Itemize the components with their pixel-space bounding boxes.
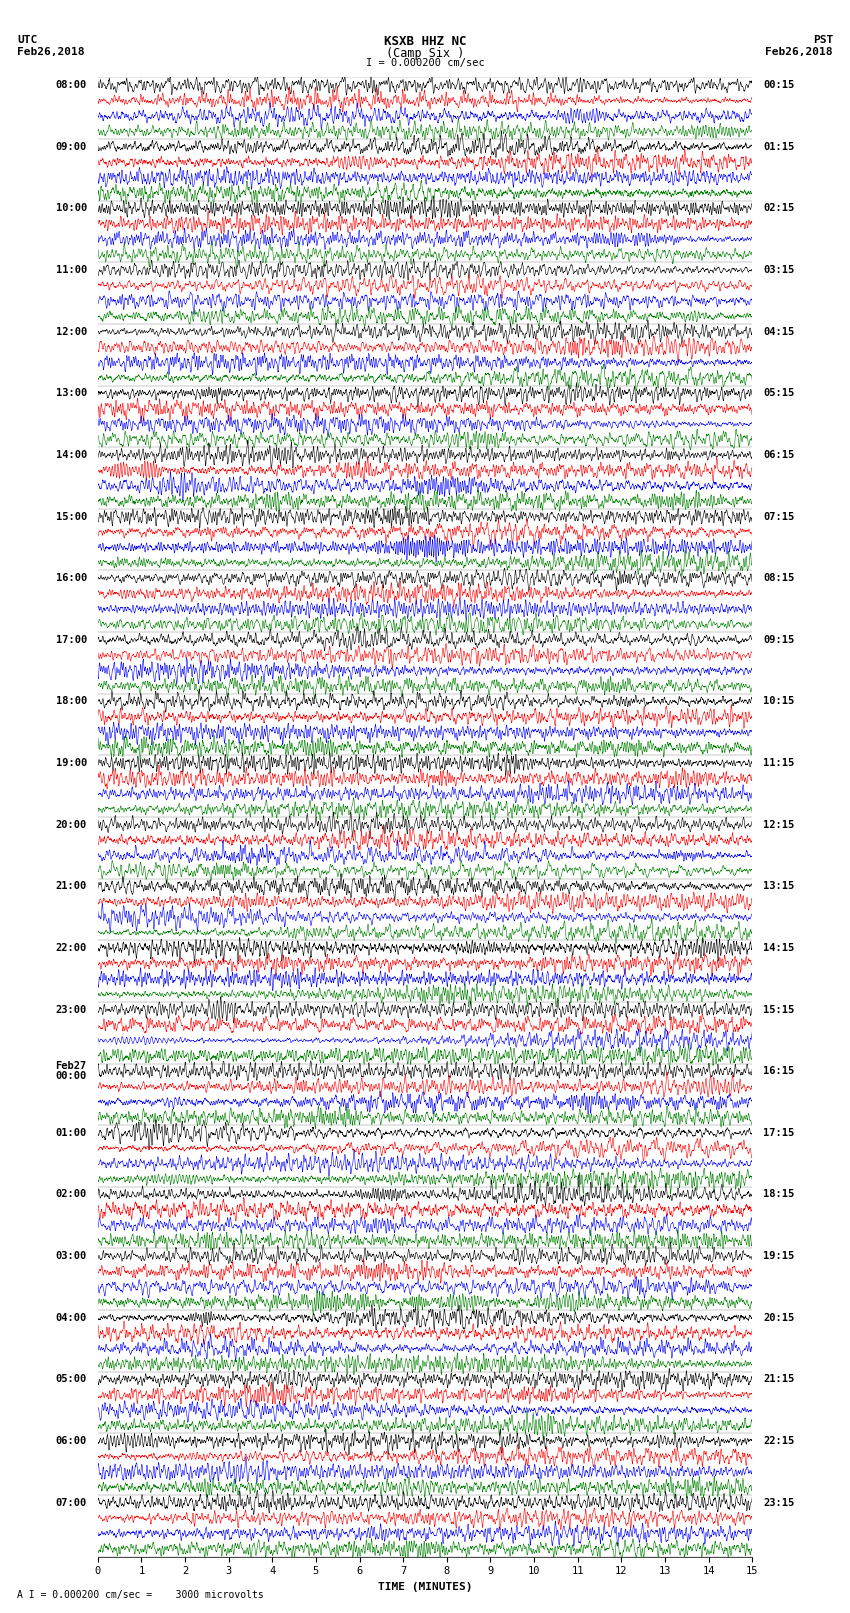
Text: 20:00: 20:00 <box>55 819 87 829</box>
Text: 08:15: 08:15 <box>763 573 795 584</box>
Text: 15:15: 15:15 <box>763 1005 795 1015</box>
Text: 22:00: 22:00 <box>55 944 87 953</box>
Text: 03:15: 03:15 <box>763 265 795 276</box>
Text: 22:15: 22:15 <box>763 1436 795 1445</box>
Text: Feb26,2018: Feb26,2018 <box>766 47 833 56</box>
Text: 04:15: 04:15 <box>763 327 795 337</box>
Text: 23:15: 23:15 <box>763 1497 795 1508</box>
Text: 16:00: 16:00 <box>55 573 87 584</box>
Text: 00:15: 00:15 <box>763 81 795 90</box>
Text: 06:15: 06:15 <box>763 450 795 460</box>
Text: 14:15: 14:15 <box>763 944 795 953</box>
Text: (Camp Six ): (Camp Six ) <box>386 47 464 60</box>
X-axis label: TIME (MINUTES): TIME (MINUTES) <box>377 1582 473 1592</box>
Text: 18:15: 18:15 <box>763 1189 795 1200</box>
Text: 15:00: 15:00 <box>55 511 87 521</box>
Text: 19:00: 19:00 <box>55 758 87 768</box>
Text: I = 0.000200 cm/sec: I = 0.000200 cm/sec <box>366 58 484 68</box>
Text: 11:00: 11:00 <box>55 265 87 276</box>
Text: 14:00: 14:00 <box>55 450 87 460</box>
Text: 16:15: 16:15 <box>763 1066 795 1076</box>
Text: 18:00: 18:00 <box>55 697 87 706</box>
Text: 19:15: 19:15 <box>763 1252 795 1261</box>
Text: 03:00: 03:00 <box>55 1252 87 1261</box>
Text: 12:15: 12:15 <box>763 819 795 829</box>
Text: A I = 0.000200 cm/sec =    3000 microvolts: A I = 0.000200 cm/sec = 3000 microvolts <box>17 1590 264 1600</box>
Text: 10:00: 10:00 <box>55 203 87 213</box>
Text: 02:00: 02:00 <box>55 1189 87 1200</box>
Text: 20:15: 20:15 <box>763 1313 795 1323</box>
Text: 08:00: 08:00 <box>55 81 87 90</box>
Text: PST: PST <box>813 35 833 45</box>
Text: 05:00: 05:00 <box>55 1374 87 1384</box>
Text: 05:15: 05:15 <box>763 389 795 398</box>
Text: Feb27
00:00: Feb27 00:00 <box>55 1061 87 1081</box>
Text: 09:00: 09:00 <box>55 142 87 152</box>
Text: 11:15: 11:15 <box>763 758 795 768</box>
Text: KSXB HHZ NC: KSXB HHZ NC <box>383 35 467 48</box>
Text: 17:00: 17:00 <box>55 636 87 645</box>
Text: UTC: UTC <box>17 35 37 45</box>
Text: Feb26,2018: Feb26,2018 <box>17 47 84 56</box>
Text: 02:15: 02:15 <box>763 203 795 213</box>
Text: 01:15: 01:15 <box>763 142 795 152</box>
Text: 12:00: 12:00 <box>55 327 87 337</box>
Text: 17:15: 17:15 <box>763 1127 795 1137</box>
Text: 13:00: 13:00 <box>55 389 87 398</box>
Text: 13:15: 13:15 <box>763 881 795 892</box>
Text: 21:00: 21:00 <box>55 881 87 892</box>
Text: 07:15: 07:15 <box>763 511 795 521</box>
Text: 01:00: 01:00 <box>55 1127 87 1137</box>
Text: 09:15: 09:15 <box>763 636 795 645</box>
Text: 04:00: 04:00 <box>55 1313 87 1323</box>
Text: 06:00: 06:00 <box>55 1436 87 1445</box>
Text: 23:00: 23:00 <box>55 1005 87 1015</box>
Text: 10:15: 10:15 <box>763 697 795 706</box>
Text: 21:15: 21:15 <box>763 1374 795 1384</box>
Text: 07:00: 07:00 <box>55 1497 87 1508</box>
